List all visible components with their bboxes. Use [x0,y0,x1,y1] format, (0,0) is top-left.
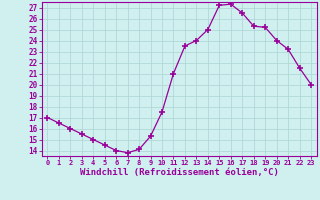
X-axis label: Windchill (Refroidissement éolien,°C): Windchill (Refroidissement éolien,°C) [80,168,279,177]
